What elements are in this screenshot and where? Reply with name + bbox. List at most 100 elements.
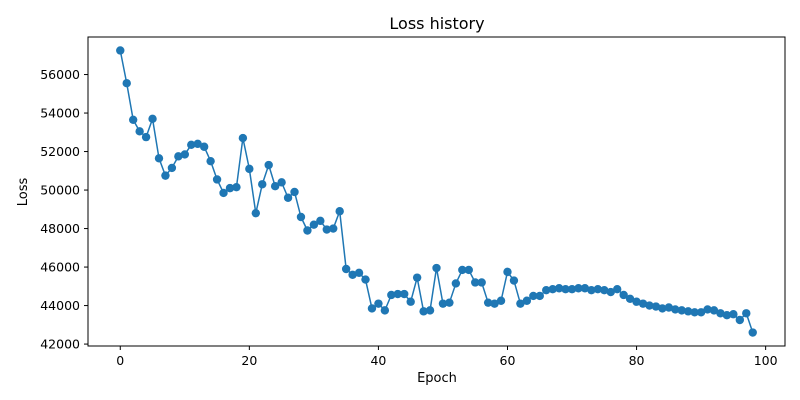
data-point — [116, 46, 125, 55]
data-point — [548, 285, 557, 294]
data-point — [193, 139, 202, 149]
data-point — [322, 225, 331, 234]
x-axis: 0 20 40 60 80 100 — [116, 346, 778, 368]
data-point — [161, 171, 170, 180]
data-point — [664, 303, 674, 312]
data-point — [225, 183, 235, 193]
data-point — [232, 182, 241, 192]
data-point — [580, 284, 590, 293]
data-point — [264, 160, 273, 170]
data-point — [632, 297, 641, 306]
x-axis-label: Epoch — [417, 371, 457, 386]
y-tick-label: 50000 — [40, 183, 80, 198]
series-line — [119, 50, 754, 333]
x-tick-label: 0 — [116, 353, 124, 368]
data-point — [709, 306, 719, 315]
data-point — [458, 265, 467, 275]
data-point — [606, 287, 615, 297]
y-tick-label: 44000 — [40, 298, 80, 313]
data-point — [722, 311, 732, 320]
data-point — [613, 285, 622, 294]
data-point — [690, 308, 699, 317]
x-tick-label: 100 — [754, 353, 778, 368]
data-point — [735, 315, 745, 325]
data-point — [703, 305, 712, 314]
data-point — [374, 299, 383, 308]
x-tick-label: 20 — [241, 353, 257, 368]
data-point — [658, 304, 667, 313]
chart-title: Loss history — [389, 14, 484, 33]
data-point — [503, 267, 512, 277]
data-point — [696, 308, 706, 317]
data-point — [406, 297, 415, 306]
data-point — [535, 291, 544, 301]
data-point — [529, 291, 538, 301]
data-point — [748, 328, 757, 337]
y-tick-label: 52000 — [40, 144, 80, 159]
data-point — [290, 187, 299, 197]
data-point — [593, 285, 603, 294]
data-point — [716, 309, 725, 318]
data-point — [677, 306, 686, 315]
data-point — [477, 278, 486, 287]
data-point — [432, 263, 441, 273]
y-axis-label: Loss — [16, 178, 31, 207]
data-point — [625, 294, 635, 304]
data-point — [135, 127, 144, 136]
x-tick-label: 60 — [500, 353, 516, 368]
data-point — [367, 304, 377, 313]
data-point — [206, 156, 215, 166]
data-point — [496, 296, 506, 305]
data-point — [361, 275, 370, 284]
y-axis: 42000 44000 46000 48000 50000 52000 54000 56000 — [40, 67, 88, 352]
data-point — [561, 285, 570, 294]
data-point — [270, 182, 280, 191]
data-point — [412, 273, 422, 282]
data-point — [174, 152, 183, 161]
data-point — [516, 299, 525, 308]
data-point — [509, 276, 519, 285]
plot-area — [116, 46, 757, 337]
data-point — [600, 285, 609, 295]
y-tick-label: 48000 — [40, 221, 80, 236]
data-point — [522, 296, 532, 305]
data-point — [309, 220, 319, 229]
data-point — [483, 298, 493, 307]
data-point — [296, 212, 306, 222]
data-point — [238, 133, 248, 143]
data-point — [400, 289, 409, 299]
x-tick-label: 80 — [629, 353, 645, 368]
data-point — [148, 114, 157, 124]
data-point — [393, 289, 402, 299]
data-point — [651, 302, 661, 311]
data-point — [141, 132, 151, 142]
data-point — [187, 140, 196, 150]
data-point — [212, 175, 222, 184]
data-point — [245, 164, 254, 174]
data-point — [567, 285, 577, 294]
data-point — [251, 208, 260, 218]
data-point — [671, 305, 680, 314]
data-point — [542, 285, 551, 295]
data-point — [167, 163, 177, 173]
data-point — [128, 115, 138, 124]
data-point — [219, 188, 228, 198]
data-point — [348, 270, 357, 279]
data-point — [354, 268, 364, 278]
data-point — [490, 299, 499, 308]
data-point — [425, 306, 435, 315]
data-point — [554, 284, 564, 293]
y-tick-label: 54000 — [40, 106, 80, 121]
data-point — [574, 284, 583, 293]
y-tick-label: 46000 — [40, 260, 80, 275]
data-point — [419, 307, 428, 316]
data-point — [645, 301, 654, 310]
data-point — [180, 150, 190, 159]
data-point — [438, 299, 448, 308]
data-point — [329, 224, 338, 233]
y-tick-label: 56000 — [40, 67, 80, 82]
data-point — [122, 79, 131, 88]
data-point — [380, 306, 390, 315]
data-point — [303, 226, 312, 235]
